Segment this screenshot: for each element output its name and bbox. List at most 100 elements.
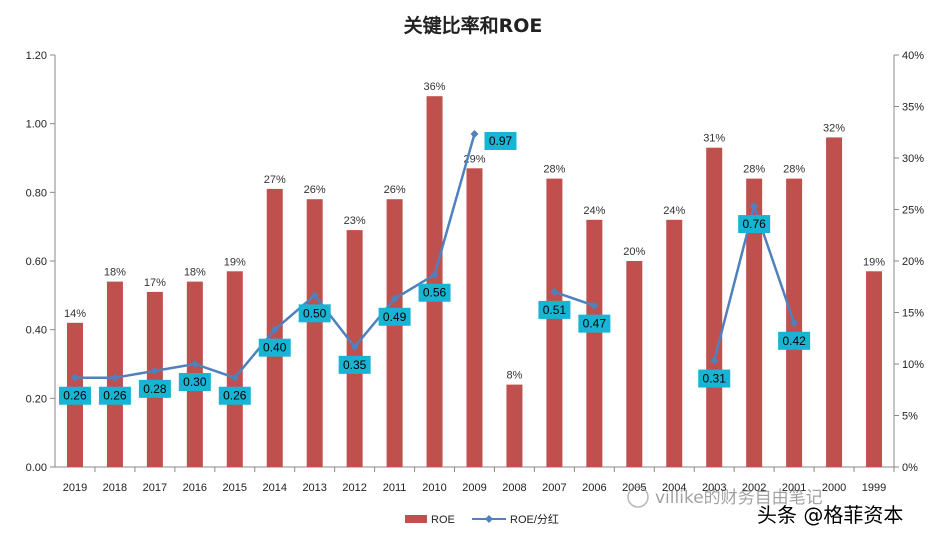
roe-bar-label: 19%	[863, 256, 885, 268]
roe-bar	[586, 219, 603, 467]
roe-dividend-label-box	[58, 386, 91, 405]
roe-dividend-label-box	[98, 386, 131, 405]
x-tick-label: 2012	[342, 482, 366, 494]
roe-dividend-point	[310, 291, 319, 300]
roe-dividend-label: 0.49	[383, 310, 407, 324]
x-tick-label: 1999	[862, 482, 886, 494]
roe-dividend-point	[470, 129, 479, 138]
roe-dividend-point	[750, 202, 759, 211]
line-series	[70, 129, 799, 382]
roe-dividend-point	[150, 366, 159, 375]
roe-bar	[626, 261, 643, 467]
wechat-icon	[627, 486, 649, 508]
roe-bar-label: 17%	[144, 277, 166, 289]
roe-dividend-point	[390, 294, 399, 303]
watermark: villike的财务自由笔记 头条 @格菲资本	[627, 486, 903, 527]
x-tick-label: 2000	[822, 482, 846, 494]
x-tick-label: 2004	[662, 482, 686, 494]
y-left-tick-label: 0.00	[26, 462, 47, 474]
roe-dividend-label-box	[258, 338, 291, 357]
y-left-tick-label: 1.20	[26, 50, 47, 62]
roe-bar	[466, 168, 483, 468]
roe-dividend-label: 0.31	[703, 372, 727, 386]
roe-bar-label: 23%	[344, 215, 366, 227]
x-tick-label: 2001	[782, 482, 806, 494]
roe-bar	[146, 291, 163, 467]
roe-dividend-point	[110, 373, 119, 382]
roe-dividend-label: 0.40	[263, 341, 287, 355]
roe-dividend-label: 0.26	[223, 389, 247, 403]
watermark-line1: villike的财务自由笔记	[655, 488, 823, 508]
roe-dividend-label-box	[418, 283, 451, 302]
x-tick-label: 2016	[183, 482, 207, 494]
roe-bar	[866, 271, 883, 467]
line-data-labels: 0.26 0.26 0.28 0.30 0.26 0.40 0.50 0.35 0.49 0.56…	[58, 131, 811, 405]
roe-bar-label: 36%	[424, 81, 446, 93]
roe-bar-label: 32%	[823, 122, 845, 134]
roe-dividend-label: 0.50	[303, 306, 327, 320]
y-right-tick-label: 30%	[902, 153, 924, 165]
roe-dividend-label-box	[778, 331, 811, 350]
legend-swatch-roe	[405, 515, 427, 523]
roe-dividend-line	[553, 290, 595, 307]
roe-bar-label: 26%	[304, 184, 326, 196]
y-right-tick-label: 35%	[902, 102, 924, 114]
roe-dividend-label-box	[738, 215, 771, 234]
x-tick-label: 2014	[262, 482, 286, 494]
roe-dividend-label: 0.51	[543, 303, 567, 317]
roe-bar-label: 31%	[703, 133, 725, 145]
x-tick-label: 2019	[63, 482, 87, 494]
bar-series	[66, 96, 883, 468]
roe-bar-label: 8%	[506, 370, 522, 382]
axes: 0.00 0.20 0.40 0.60 0.80 1.00 1.20 0% 5% 10% 15% 20…	[26, 50, 925, 494]
roe-dividend-point	[350, 342, 359, 351]
roe-dividend-point	[710, 356, 719, 365]
roe-dividend-point	[70, 373, 79, 382]
y-left-tick-label: 0.20	[26, 393, 47, 405]
x-tick-label: 2018	[103, 482, 127, 494]
roe-dividend-label-box	[338, 355, 371, 374]
roe-dividend-label: 0.26	[103, 389, 127, 403]
roe-bar-label: 18%	[104, 267, 126, 279]
roe-dividend-point	[590, 301, 599, 310]
bar-data-labels: 14%18%17%18%19%27%26%23%26%36%29%8%28%24…	[64, 81, 885, 381]
y-left-tick-label: 1.00	[26, 119, 47, 131]
roe-bar-label: 28%	[743, 164, 765, 176]
x-tick-label: 2015	[223, 482, 247, 494]
legend: ROE ROE/分红	[405, 513, 559, 526]
y-right-tick-label: 0%	[902, 462, 918, 474]
chart-title: 关键比率和ROE	[404, 14, 543, 37]
legend-label-roe: ROE	[431, 514, 455, 526]
x-tick-label: 2007	[542, 482, 566, 494]
roe-dividend-label: 0.30	[183, 375, 207, 389]
roe-bar	[706, 147, 723, 467]
x-tick-label: 2002	[742, 482, 766, 494]
roe-bar-label: 26%	[384, 184, 406, 196]
roe-bar	[386, 199, 403, 467]
roe-dividend-label-box	[538, 300, 571, 319]
roe-bar-label: 24%	[663, 205, 685, 217]
y-left-tick-label: 0.80	[26, 187, 47, 199]
roe-bar	[306, 199, 323, 467]
x-tick-label: 2008	[502, 482, 526, 494]
x-tick-label: 2011	[383, 482, 407, 494]
legend-marker-roe-dividend	[485, 515, 493, 523]
roe-dividend-label: 0.42	[782, 334, 806, 348]
roe-dividend-point	[430, 270, 439, 279]
roe-bar	[426, 96, 443, 467]
roe-bar-label: 19%	[224, 256, 246, 268]
roe-dividend-label-box	[378, 307, 411, 326]
roe-bar-label: 14%	[64, 308, 86, 320]
roe-dividend-point	[270, 325, 279, 334]
roe-dividend-label-box	[218, 386, 251, 405]
roe-dividend-label: 0.97	[489, 134, 513, 148]
roe-bar	[226, 271, 243, 467]
roe-dividend-label: 0.76	[742, 217, 766, 231]
y-right-tick-label: 15%	[902, 308, 924, 320]
roe-bar	[666, 219, 683, 467]
roe-dividend-point	[230, 373, 239, 382]
roe-dividend-label: 0.26	[63, 389, 87, 403]
roe-dividend-label-box	[698, 369, 731, 388]
roe-bar	[826, 137, 843, 467]
